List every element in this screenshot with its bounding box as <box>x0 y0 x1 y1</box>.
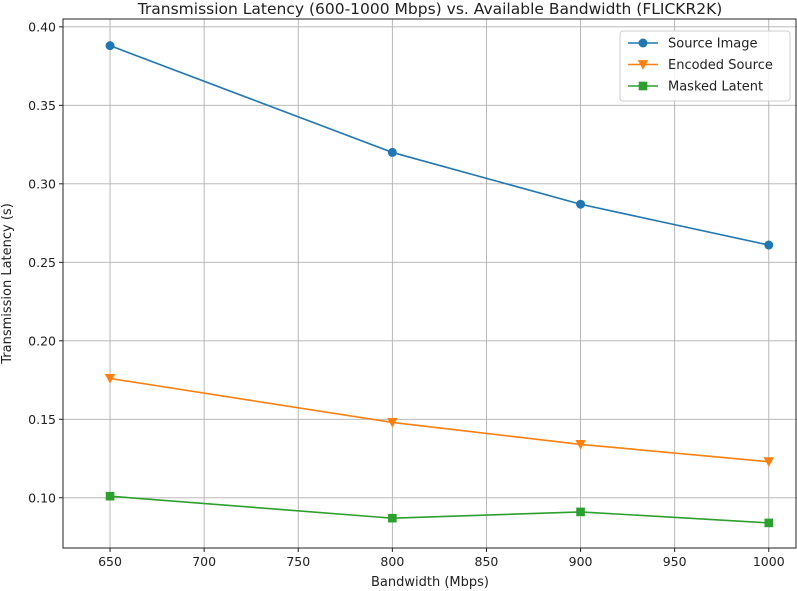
series-line-0 <box>109 44 769 246</box>
data-point <box>104 374 116 384</box>
x-tick-label: 900 <box>569 554 593 569</box>
x-tick-label: 750 <box>286 554 310 569</box>
data-point <box>764 518 774 528</box>
legend-label: Masked Latent <box>668 80 763 95</box>
legend-label: Encoded Source <box>668 58 773 73</box>
data-point <box>576 507 585 517</box>
legend-box <box>619 30 791 102</box>
x-tick-label: 1000 <box>753 554 785 569</box>
data-point <box>387 147 397 157</box>
y-tick-label: 0.40 <box>28 19 56 34</box>
data-point <box>764 240 774 250</box>
series-line-2 <box>109 495 769 524</box>
data-point <box>576 199 586 209</box>
y-tick-label: 0.20 <box>28 333 56 348</box>
x-tick-label: 950 <box>663 554 687 569</box>
legend-marker <box>638 81 648 91</box>
legend-label: Source Image <box>668 37 758 52</box>
legend: Source Image Encoded Source Masked Latent <box>619 30 791 102</box>
data-markers <box>104 41 774 528</box>
y-axis-label: Transmission Latency (s) <box>0 203 15 365</box>
y-tick-label: 0.35 <box>28 98 56 113</box>
legend-marker <box>637 60 649 70</box>
y-tick-label: 0.25 <box>28 255 56 270</box>
x-tick-label: 800 <box>380 554 404 569</box>
data-point <box>575 439 586 450</box>
x-tick-label: 650 <box>98 554 122 569</box>
x-axis-label: Bandwidth (Mbps) <box>371 575 489 590</box>
y-axis-ticks: 0.10 0.15 0.20 0.25 0.30 0.35 0.40 <box>28 19 63 505</box>
legend-marker <box>638 38 648 48</box>
x-axis-ticks: 650 700 750 800 850 900 950 1000 <box>98 548 785 569</box>
data-point <box>763 457 774 467</box>
data-point <box>105 491 115 501</box>
x-tick-label: 850 <box>475 554 499 569</box>
data-point <box>387 418 398 428</box>
plot-frame <box>62 18 797 549</box>
y-tick-label: 0.30 <box>28 176 56 191</box>
data-point <box>105 41 115 51</box>
series-line-1 <box>109 377 769 463</box>
y-tick-label: 0.10 <box>28 490 56 505</box>
series-lines <box>109 44 769 524</box>
grid-lines <box>63 19 797 548</box>
y-tick-label: 0.15 <box>28 412 56 427</box>
x-tick-label: 700 <box>192 554 216 569</box>
chart-title: Transmission Latency (600-1000 Mbps) vs.… <box>137 0 723 18</box>
data-point <box>388 513 397 523</box>
